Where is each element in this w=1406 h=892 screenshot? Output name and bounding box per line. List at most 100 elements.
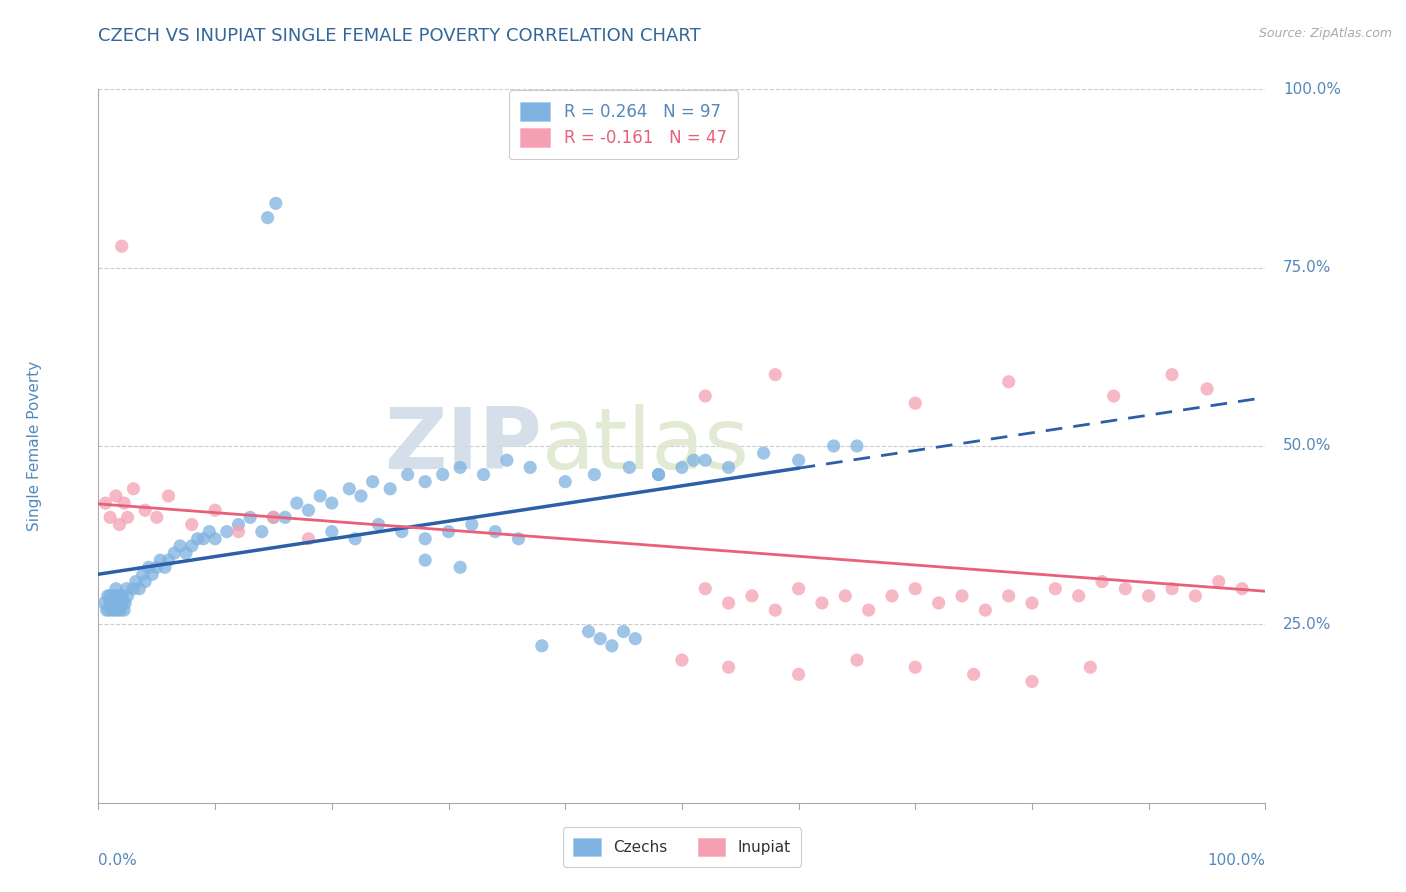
Point bbox=[880, 589, 903, 603]
Point bbox=[157, 553, 180, 567]
Point bbox=[153, 560, 176, 574]
Point bbox=[97, 603, 120, 617]
Point bbox=[350, 489, 373, 503]
Point bbox=[928, 596, 950, 610]
Point bbox=[752, 446, 775, 460]
Point bbox=[846, 439, 869, 453]
Point bbox=[204, 532, 226, 546]
Point bbox=[997, 589, 1019, 603]
Point bbox=[111, 596, 134, 610]
Point bbox=[146, 560, 169, 574]
Point bbox=[297, 532, 319, 546]
Point bbox=[530, 639, 553, 653]
Point bbox=[122, 582, 145, 596]
Point bbox=[309, 489, 332, 503]
Point bbox=[1021, 674, 1043, 689]
Point bbox=[647, 467, 669, 482]
Point bbox=[787, 453, 810, 467]
Text: Source: ZipAtlas.com: Source: ZipAtlas.com bbox=[1258, 27, 1392, 40]
Point bbox=[146, 510, 169, 524]
Point bbox=[904, 582, 927, 596]
Text: ZIP: ZIP bbox=[384, 404, 541, 488]
Text: 25.0%: 25.0% bbox=[1282, 617, 1331, 632]
Point bbox=[1021, 596, 1043, 610]
Point bbox=[104, 603, 127, 617]
Point bbox=[134, 574, 156, 589]
Point bbox=[695, 389, 717, 403]
Point bbox=[108, 517, 131, 532]
Point bbox=[413, 553, 436, 567]
Point bbox=[193, 532, 215, 546]
Point bbox=[1067, 589, 1090, 603]
Point bbox=[449, 460, 471, 475]
Point bbox=[228, 524, 250, 539]
Point bbox=[117, 589, 139, 603]
Point bbox=[823, 439, 845, 453]
Point bbox=[787, 667, 810, 681]
Point bbox=[122, 482, 145, 496]
Text: 0.0%: 0.0% bbox=[98, 853, 138, 868]
Point bbox=[264, 196, 287, 211]
Point bbox=[1184, 589, 1206, 603]
Point bbox=[104, 582, 127, 596]
Point bbox=[180, 517, 202, 532]
Point bbox=[115, 582, 138, 596]
Point bbox=[180, 539, 202, 553]
Point bbox=[904, 660, 927, 674]
Point bbox=[1080, 660, 1102, 674]
Point bbox=[508, 532, 530, 546]
Point bbox=[717, 660, 740, 674]
Point bbox=[619, 460, 641, 475]
Point bbox=[157, 489, 180, 503]
Point bbox=[98, 596, 121, 610]
Point bbox=[93, 596, 115, 610]
Point bbox=[671, 653, 693, 667]
Text: CZECH VS INUPIAT SINGLE FEMALE POVERTY CORRELATION CHART: CZECH VS INUPIAT SINGLE FEMALE POVERTY C… bbox=[98, 27, 702, 45]
Point bbox=[380, 482, 402, 496]
Point bbox=[1102, 389, 1125, 403]
Point bbox=[256, 211, 278, 225]
Point bbox=[250, 524, 273, 539]
Point bbox=[858, 603, 880, 617]
Point bbox=[110, 603, 132, 617]
Point bbox=[671, 460, 693, 475]
Point bbox=[128, 582, 150, 596]
Point bbox=[413, 532, 436, 546]
Point bbox=[321, 524, 343, 539]
Point bbox=[717, 460, 740, 475]
Point bbox=[228, 517, 250, 532]
Point bbox=[107, 603, 129, 617]
Point bbox=[149, 553, 172, 567]
Point bbox=[997, 375, 1019, 389]
Point bbox=[163, 546, 186, 560]
Point bbox=[763, 603, 786, 617]
Point bbox=[274, 510, 297, 524]
Point bbox=[367, 517, 389, 532]
Point bbox=[962, 667, 984, 681]
Point bbox=[974, 603, 997, 617]
Point bbox=[1195, 382, 1218, 396]
Point bbox=[262, 510, 284, 524]
Point bbox=[682, 453, 704, 467]
Point bbox=[239, 510, 262, 524]
Point bbox=[787, 582, 810, 596]
Point bbox=[103, 596, 125, 610]
Point bbox=[98, 589, 121, 603]
Text: 75.0%: 75.0% bbox=[1282, 260, 1331, 275]
Point bbox=[344, 532, 367, 546]
Text: Single Female Poverty: Single Female Poverty bbox=[27, 361, 42, 531]
Point bbox=[174, 546, 197, 560]
Point bbox=[321, 496, 343, 510]
Point bbox=[112, 603, 135, 617]
Point bbox=[98, 510, 121, 524]
Point bbox=[432, 467, 454, 482]
Point bbox=[108, 596, 131, 610]
Point bbox=[187, 532, 209, 546]
Point bbox=[695, 582, 717, 596]
Point bbox=[496, 453, 519, 467]
Point bbox=[904, 396, 927, 410]
Point bbox=[811, 596, 834, 610]
Point bbox=[134, 503, 156, 517]
Text: 100.0%: 100.0% bbox=[1282, 82, 1341, 96]
Point bbox=[132, 567, 155, 582]
